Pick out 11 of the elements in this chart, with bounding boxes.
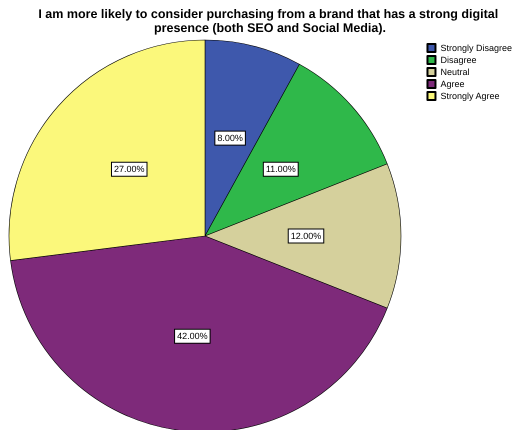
data-label: 27.00% [114,164,145,174]
legend-label: Disagree [440,55,476,65]
data-label: 8.00% [217,133,243,144]
data-label: 12.00% [290,231,322,241]
legend-label: Neutral [440,67,470,77]
data-label: 42.00% [177,331,208,342]
legend-label: Agree [440,79,464,89]
legend-label: Strongly Agree [440,91,500,101]
data-label: 11.00% [266,164,296,174]
chart-title: I am more likely to consider purchasing from a brand that has a strong digital presence (both SEO and Social Media). [38,7,502,35]
legend-label: Strongly Disagree [440,43,512,53]
